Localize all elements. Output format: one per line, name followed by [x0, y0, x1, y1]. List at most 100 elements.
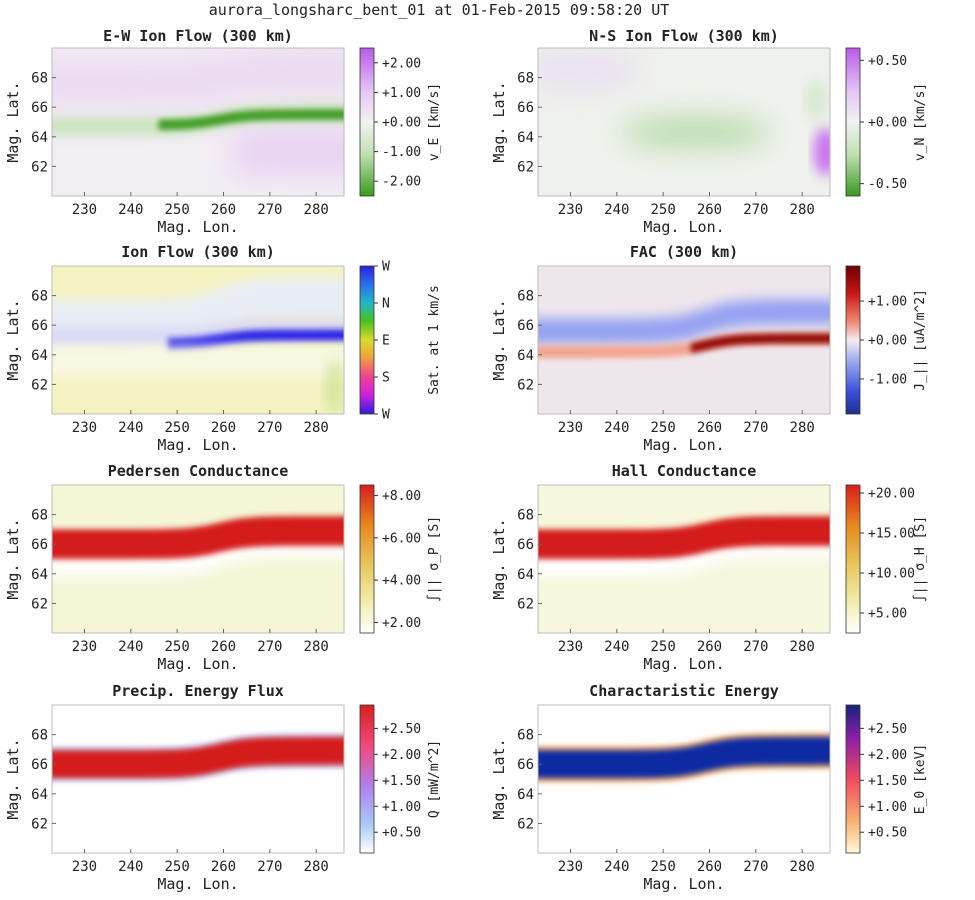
- ion-xtick-label: 240: [118, 420, 143, 436]
- hall-arc: [538, 516, 830, 559]
- fac-cb-tick-label: +0.00: [868, 334, 907, 349]
- panel-char: 230 240 250 260 270 280 62 64 66 68 Charactaristic…: [490, 682, 928, 893]
- hall-cb-tick-label: +20.00: [868, 487, 915, 502]
- ped-cb-tick-label: +4.00: [382, 574, 421, 589]
- prec-xtick-label: 270: [257, 859, 282, 875]
- hall-ytick-label: 62: [517, 596, 534, 612]
- char-cb-tick-label: +1.00: [868, 800, 907, 815]
- ew-xtick-label: 230: [72, 202, 97, 218]
- fac-xtick-label: 240: [604, 420, 629, 436]
- ped-colorbar: [359, 484, 375, 634]
- ns-ytick-label: 64: [517, 130, 534, 146]
- prec-colorbar: [359, 704, 375, 854]
- ns-ylabel: Mag. Lat.: [490, 81, 508, 162]
- char-cb-tick-label: +2.50: [868, 722, 907, 737]
- ion-xtick-label: 270: [257, 420, 282, 436]
- ped-ytick-label: 62: [31, 596, 48, 612]
- fac-upward-core: [691, 333, 830, 353]
- ew-ytick-label: 68: [31, 71, 48, 87]
- char-xtick-label: 280: [790, 859, 815, 875]
- panel-prec: 230 240 250 260 270 280 62 64 66 68 Precip. Energy…: [4, 682, 442, 893]
- ped-ytick-label: 66: [31, 537, 48, 553]
- ion-xtick-label: 250: [164, 420, 189, 436]
- fac-ytick-label: 66: [517, 318, 534, 334]
- fac-ytick-label: 64: [517, 348, 534, 364]
- fac-cb-label: J_|| [uA/m^2]: [913, 289, 928, 391]
- prec-ytick-label: 62: [31, 816, 48, 832]
- fac-cb-tick-label: +1.00: [868, 295, 907, 310]
- ew-xtick-label: 250: [164, 202, 189, 218]
- char-heatmap: [538, 705, 830, 853]
- ped-xtick-label: 280: [304, 639, 329, 655]
- ped-cb-tick-label: +2.00: [382, 616, 421, 631]
- ew-ytick-label: 64: [31, 130, 48, 146]
- panel-hall: 230 240 250 260 270 280 62 64 66 68 Hall Conductan…: [490, 462, 928, 673]
- ped-ytick-label: 68: [31, 508, 48, 524]
- ion-xlabel: Mag. Lon.: [157, 436, 238, 454]
- ew-cb-tick-label: +2.00: [382, 56, 421, 71]
- panels: 230 240 250 260 270 280 62 64 66 68 E-W Ion Flow (…: [4, 27, 928, 893]
- ns-north-nw: [538, 50, 640, 91]
- hall-cb-tick-label: +10.00: [868, 567, 915, 582]
- hall-cb-label: ∫|| σ_H [S]: [912, 516, 928, 602]
- prec-cb-tick-label: +0.50: [382, 826, 421, 841]
- prec-ytick-label: 68: [31, 728, 48, 744]
- ped-ylabel: Mag. Lat.: [4, 518, 22, 599]
- ns-cb-tick-label: +0.00: [868, 116, 907, 131]
- ns-xtick-label: 240: [604, 202, 629, 218]
- char-xtick-label: 250: [650, 859, 675, 875]
- ped-xtick-label: 250: [164, 639, 189, 655]
- fac-ytick-label: 62: [517, 377, 534, 393]
- ion-cb-tick-label: W: [382, 408, 390, 423]
- ion-xtick-label: 230: [72, 420, 97, 436]
- panel-ns: 230 240 250 260 270 280 62 64 66 68 N-S Ion Flow (…: [490, 27, 928, 236]
- prec-cb-label: Q [mW/m^2]: [427, 740, 442, 818]
- fac-xtick-label: 280: [790, 420, 815, 436]
- fac-colorbar: [845, 265, 861, 415]
- hall-ytick-label: 68: [517, 508, 534, 524]
- prec-xtick-label: 240: [118, 859, 143, 875]
- prec-heatmap: [52, 705, 344, 853]
- panel-ion: 230 240 250 260 270 280 62 64 66 68 Ion Flow (300 …: [4, 243, 442, 454]
- ion-cb-tick-label: S: [382, 371, 390, 386]
- ns-xtick-label: 250: [650, 202, 675, 218]
- ew-colorbar: [359, 47, 375, 197]
- fac-heatmap: [538, 266, 830, 414]
- ped-cb-tick-label: +6.00: [382, 531, 421, 546]
- ion-cb-tick-label: N: [382, 297, 390, 312]
- fac-xtick-label: 250: [650, 420, 675, 436]
- ew-ytick-label: 62: [31, 159, 48, 175]
- hall-ytick-label: 64: [517, 567, 534, 583]
- figure-title: aurora_longsharc_bent_01 at 01-Feb-2015 …: [209, 1, 670, 19]
- fac-axes-frame: [537, 265, 831, 415]
- ew-cb-tick-label: +1.00: [382, 86, 421, 101]
- prec-xtick-label: 280: [304, 859, 329, 875]
- ns-xtick-label: 260: [697, 202, 722, 218]
- ion-cb-label: Sat. at 1 km/s: [427, 285, 442, 395]
- ew-eastward-equatorward: [232, 127, 344, 177]
- char-xtick-label: 270: [743, 859, 768, 875]
- char-axes-frame: [537, 704, 831, 854]
- ew-ylabel: Mag. Lat.: [4, 81, 22, 162]
- char-cb-label: E_0 [keV]: [913, 744, 928, 814]
- fac-xlabel: Mag. Lon.: [643, 436, 724, 454]
- ped-heatmap: [52, 485, 344, 633]
- ion-cb-tick-label: W: [382, 260, 390, 275]
- fac-ylabel: Mag. Lat.: [490, 299, 508, 380]
- ion-flow-halo: [52, 320, 344, 346]
- ew-xtick-label: 280: [304, 202, 329, 218]
- fac-cb-tick-label: -1.00: [868, 372, 907, 387]
- hall-xtick-label: 230: [558, 639, 583, 655]
- ion-axes-frame: [51, 265, 345, 415]
- ns-ytick-label: 62: [517, 159, 534, 175]
- ns-xlabel: Mag. Lon.: [643, 218, 724, 236]
- panel-ped: 230 240 250 260 270 280 62 64 66 68 Pedersen Condu…: [4, 462, 442, 673]
- prec-cb-tick-label: +1.00: [382, 800, 421, 815]
- ns-cb-label: v_N [km/s]: [913, 83, 928, 161]
- hall-xtick-label: 240: [604, 639, 629, 655]
- char-xlabel: Mag. Lon.: [643, 875, 724, 893]
- prec-ylabel: Mag. Lat.: [4, 738, 22, 819]
- char-ytick-label: 66: [517, 757, 534, 773]
- ped-title: Pedersen Conductance: [108, 462, 289, 480]
